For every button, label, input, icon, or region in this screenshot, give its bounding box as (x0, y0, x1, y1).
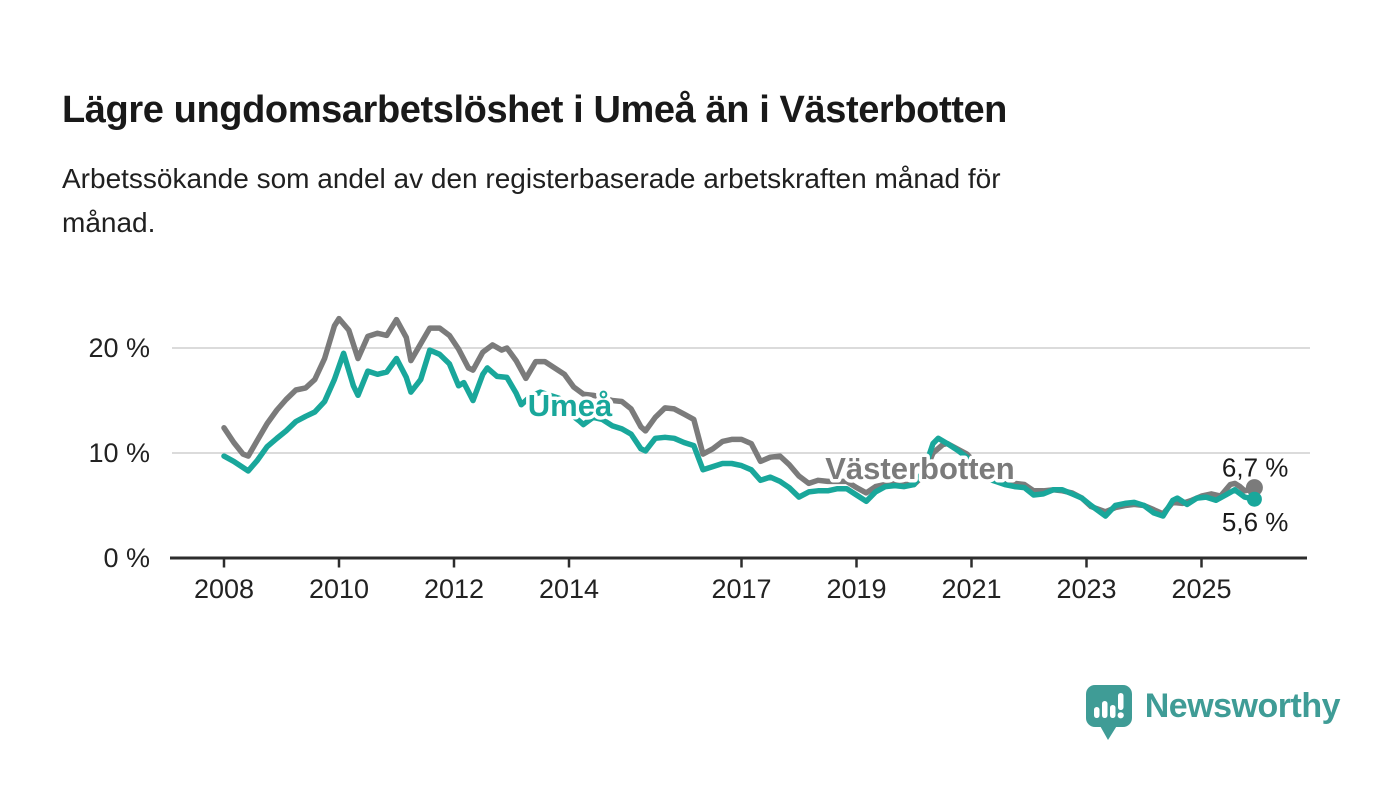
subtitle-line-1: Arbetssökande som andel av den registerb… (62, 163, 1001, 194)
x-axis-label: 2012 (424, 574, 484, 604)
x-axis-label: 2025 (1171, 574, 1231, 604)
x-axis-label: 2023 (1056, 574, 1116, 604)
newsworthy-logo-icon (1085, 685, 1132, 740)
y-axis-label: 0 % (103, 543, 150, 573)
x-axis-label: 2021 (941, 574, 1001, 604)
x-axis-label: 2017 (711, 574, 771, 604)
series-line-umeå (221, 347, 1258, 519)
series-label-umeå: Umeå (528, 388, 613, 423)
y-axis-label: 20 % (88, 333, 150, 363)
subtitle-line-2: månad. (62, 207, 156, 239)
series-label-västerbotten: Västerbotten (825, 451, 1014, 486)
x-axis-label: 2008 (194, 574, 254, 604)
newsworthy-wordmark: Newsworthy (1144, 687, 1341, 725)
chart-subtitle: Arbetssökande som andel av den registerb… (62, 157, 1302, 245)
page-title: Lägre ungdomsarbetslöshet i Umeå än i Vä… (62, 89, 1007, 132)
series-end-dot-västerbotten (1245, 479, 1263, 497)
logo-bars-icon (1093, 693, 1124, 719)
x-axis-label: 2010 (309, 574, 369, 604)
newsworthy-branding: Newsworthy (1085, 684, 1341, 742)
x-axis-label: 2019 (826, 574, 886, 604)
series-end-dot-umeå (1246, 491, 1262, 507)
x-axis-label: 2014 (539, 574, 599, 604)
y-axis-label: 10 % (88, 438, 150, 468)
end-value-label-umeå: 5,6 % (1222, 507, 1289, 537)
end-value-label-västerbotten: 6,7 % (1222, 453, 1289, 483)
